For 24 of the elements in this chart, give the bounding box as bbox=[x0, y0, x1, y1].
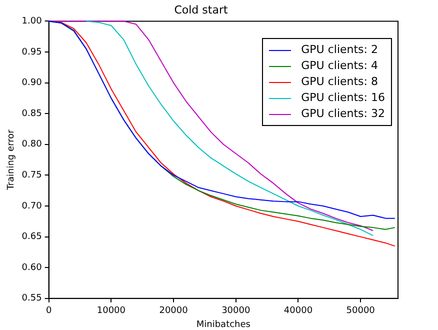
y-axis-title: Training error bbox=[6, 129, 17, 191]
x-tick-label: 40000 bbox=[284, 306, 313, 316]
y-tick-label: 0.55 bbox=[22, 294, 42, 304]
legend-label: GPU clients: 8 bbox=[301, 74, 378, 90]
x-axis-title: Minibatches bbox=[196, 320, 251, 330]
legend-label: GPU clients: 16 bbox=[301, 90, 385, 106]
y-tick-label: 0.75 bbox=[22, 170, 42, 181]
x-tick-label: 20000 bbox=[159, 306, 188, 316]
y-tick-label: 1.00 bbox=[22, 16, 42, 27]
y-tick-label: 0.65 bbox=[22, 232, 42, 242]
y-tick-label: 0.95 bbox=[22, 47, 42, 58]
y-tick-label: 0.85 bbox=[22, 108, 42, 119]
x-tick-label: 50000 bbox=[346, 306, 376, 316]
y-tick-label: 0.70 bbox=[22, 201, 42, 212]
chart-title: Cold start bbox=[174, 3, 228, 16]
y-tick-label: 0.60 bbox=[22, 262, 42, 273]
legend-label: GPU clients: 2 bbox=[301, 42, 378, 58]
y-tick-label: 0.90 bbox=[22, 78, 42, 88]
x-tick-label: 0 bbox=[46, 306, 52, 316]
legend-label: GPU clients: 4 bbox=[301, 58, 378, 74]
y-tick-label: 0.80 bbox=[22, 140, 42, 150]
x-tick-label: 10000 bbox=[96, 306, 126, 316]
legend-label: GPU clients: 32 bbox=[301, 106, 385, 122]
x-tick-label: 30000 bbox=[222, 306, 250, 316]
